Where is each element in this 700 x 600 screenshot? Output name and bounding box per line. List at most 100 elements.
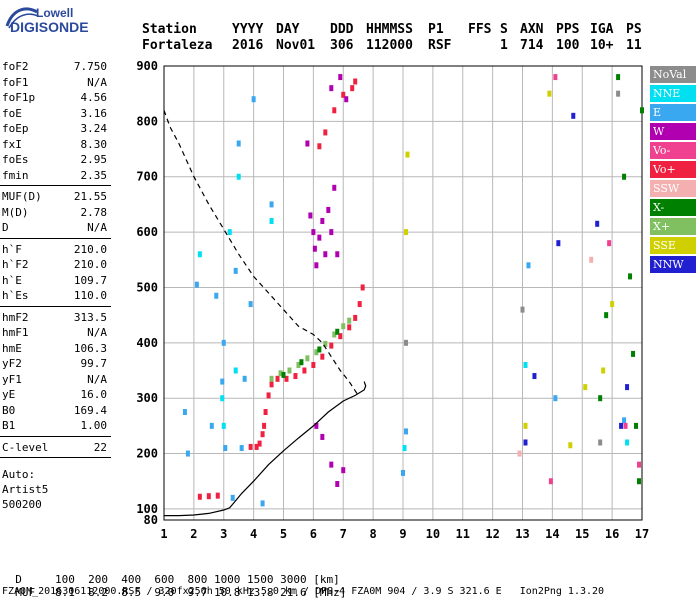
header-value-pps: 100 <box>556 38 580 53</box>
ionogram-point-vo <box>637 461 642 468</box>
ionogram-point-x <box>287 367 292 374</box>
ionogram-point-noval <box>403 339 408 346</box>
param-separator <box>0 457 111 458</box>
legend-label: X- <box>653 201 665 214</box>
ionogram-point-nne <box>233 367 238 374</box>
ionogram-point-nne <box>402 445 407 452</box>
ionogram-point-w <box>341 467 346 474</box>
y-tick-label: 300 <box>136 391 158 405</box>
ionogram-point-e <box>248 301 253 308</box>
ionogram-point-vo <box>284 375 289 382</box>
y-tick-label: 600 <box>136 225 158 239</box>
ionogram-point-vo <box>248 443 253 450</box>
param-value: 2.95 <box>80 153 108 166</box>
header-value-ddd: 306 <box>330 38 354 53</box>
x-tick-label: 10 <box>426 527 440 541</box>
ionogram-point-nnw <box>532 373 537 380</box>
ionogram-point-sse <box>583 384 588 391</box>
param-value: 21.55 <box>73 190 107 203</box>
ionogram-point-vo <box>548 478 553 485</box>
ionogram-point-x <box>622 173 627 180</box>
ionogram-point-vo <box>553 74 558 81</box>
ionogram-point-vo <box>360 284 365 291</box>
auto-scaling-text: Artist5 <box>2 483 49 496</box>
param-label: h`Es <box>2 289 29 302</box>
ionogram-point-ssw <box>589 256 594 263</box>
param-label: hmF1 <box>2 326 29 339</box>
x-tick-label: 2 <box>190 527 197 541</box>
ionogram-point-e <box>526 262 531 269</box>
header-value-axn: 714 <box>520 38 544 53</box>
x-tick-label: 16 <box>605 527 619 541</box>
param-value: N/A <box>87 326 107 339</box>
ionogram-point-vo <box>275 375 280 382</box>
ionogram-point-w <box>344 96 349 103</box>
ionogram-point-x <box>616 74 621 81</box>
ionogram-point-w <box>314 422 319 429</box>
header-value-yyyy: 2016 <box>232 38 264 53</box>
ionogram-point-vo <box>215 492 220 499</box>
ionogram-point-w <box>308 212 313 219</box>
param-label: fmin <box>2 168 29 182</box>
ionogram-point-sse <box>403 229 408 236</box>
ionogram-point-w <box>312 245 317 252</box>
ionogram-point-e <box>221 339 226 346</box>
ionogram-point-e <box>403 428 408 435</box>
ionogram-point-e <box>242 375 247 382</box>
param-label: B0 <box>2 403 16 417</box>
param-value: 4.56 <box>80 91 108 104</box>
legend-label: NoVal <box>653 68 687 81</box>
header-label-station: Station <box>142 22 197 37</box>
header-label-yyyy: YYYY <box>232 22 264 37</box>
ionogram-point-nnw <box>595 220 600 227</box>
ionogram-point-x <box>299 359 304 366</box>
ionogram-point-vo <box>269 381 274 388</box>
y-tick-label: 200 <box>136 447 158 461</box>
legend-item-e: E <box>650 104 696 122</box>
ionogram-point-nnw <box>523 439 528 446</box>
ionogram-point-e <box>401 469 405 476</box>
header-value-ps: 11 <box>626 38 642 53</box>
ionogram-point-nnw <box>571 112 576 119</box>
ionogram-point-vo <box>350 85 355 92</box>
header-label-axn: AXN <box>520 22 544 37</box>
ionogram-point-x <box>317 346 322 353</box>
ionogram-point-sse <box>405 151 410 158</box>
param-value: 210.0 <box>73 242 107 256</box>
legend-label: Vo+ <box>653 163 676 176</box>
y-tick-label: 100 <box>136 502 158 516</box>
ionogram-point-noval <box>520 306 525 313</box>
ionogram-point-vo <box>341 91 346 98</box>
ionogram-point-vo <box>323 129 328 136</box>
legend-item-x: X+ <box>650 218 696 236</box>
legend-label: NNE <box>653 87 681 100</box>
ionogram-point-vo <box>353 314 358 321</box>
ionogram-point-w <box>332 184 337 191</box>
legend-item-vo: Vo- <box>650 142 696 160</box>
y-tick-label: 500 <box>136 280 158 294</box>
param-separator <box>0 185 111 186</box>
param-value: 2.78 <box>80 205 108 219</box>
param-label: B1 <box>2 419 16 432</box>
param-label: hmF2 <box>2 310 29 324</box>
param-label: yE <box>2 388 16 401</box>
muf-row: MUF 8.1 8.2 8.5 9.0 9.7 10.8 13.8 21.6 [… <box>2 573 346 599</box>
ionogram-point-vo <box>332 107 337 114</box>
auto-scaling-text: 500200 <box>2 498 42 511</box>
legend-item-ssw: SSW <box>650 180 696 198</box>
ionogram-point-e <box>223 445 228 452</box>
ionogram-point-e <box>182 409 187 416</box>
param-label: fxI <box>2 137 22 151</box>
ionogram-point-vo <box>293 373 298 380</box>
ionogram-point-x <box>314 349 319 356</box>
legend-label: W <box>653 125 665 138</box>
distance-row-values: 100 200 400 600 800 1000 1500 3000 [km] <box>55 573 340 586</box>
ionogram-point-x <box>347 317 352 324</box>
ionogram-point-w <box>317 234 322 241</box>
param-label: hmE <box>2 341 22 355</box>
ionogram-point-sse <box>547 90 552 97</box>
ionogram-point-x <box>335 328 340 335</box>
ionogram-point-e <box>194 281 199 288</box>
legend-item-noval: NoVal <box>650 66 696 84</box>
ionogram-point-e <box>239 445 244 452</box>
